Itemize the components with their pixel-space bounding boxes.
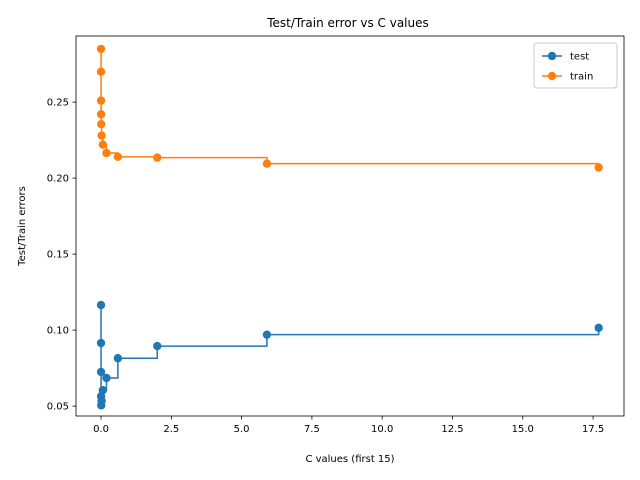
x-tick-label: 5.0 xyxy=(234,424,250,435)
legend: test train xyxy=(533,42,618,89)
x-tick-label: 15.0 xyxy=(512,424,534,435)
legend-label: test xyxy=(570,52,589,63)
data-point-train xyxy=(96,96,106,105)
data-point-train xyxy=(594,163,603,172)
data-point-test xyxy=(96,300,106,310)
data-point-train xyxy=(96,44,106,54)
series-line-train xyxy=(100,48,600,168)
y-axis-label: Test/Train errors xyxy=(17,186,28,267)
legend-marker xyxy=(547,71,557,81)
data-point-test xyxy=(96,367,106,377)
chart-title: Test/Train error vs C values xyxy=(266,16,429,30)
y-axis: 0.05 0.10 0.15 0.20 0.25 xyxy=(47,98,76,413)
data-point-train xyxy=(96,110,106,119)
x-axis: 0.0 2.5 5.0 7.5 10.0 12.5 15.0 17.5 xyxy=(93,416,604,435)
legend-marker xyxy=(547,51,557,61)
data-point-train xyxy=(98,140,108,149)
data-point-train xyxy=(153,153,162,162)
data-point-test xyxy=(102,373,111,383)
data-point-test xyxy=(113,354,123,363)
x-tick-label: 2.5 xyxy=(163,424,179,435)
data-point-test xyxy=(97,396,106,405)
legend-item-train: train xyxy=(542,72,593,83)
x-axis-label: C values (first 15) xyxy=(305,454,394,465)
data-point-test xyxy=(262,330,272,339)
data-point-test xyxy=(594,323,603,333)
series-line-test xyxy=(100,304,600,407)
data-point-train xyxy=(97,131,106,140)
data-point-test xyxy=(98,385,108,395)
data-point-train xyxy=(96,67,106,76)
plot-frame xyxy=(75,35,625,417)
legend-item-test: test xyxy=(542,52,589,63)
data-point-train xyxy=(262,159,272,168)
data-point-train xyxy=(113,152,123,162)
data-point-train xyxy=(97,119,106,129)
y-tick-label: 0.15 xyxy=(47,250,69,261)
x-tick-label: 17.5 xyxy=(582,424,604,435)
data-point-test xyxy=(96,338,106,348)
data-point-train xyxy=(102,148,111,158)
plot-area xyxy=(96,44,603,410)
x-tick-label: 0.0 xyxy=(93,424,109,435)
series-test xyxy=(96,300,603,410)
y-tick-label: 0.20 xyxy=(47,174,69,185)
x-tick-label: 10.0 xyxy=(371,424,393,435)
x-tick-label: 7.5 xyxy=(304,424,320,435)
y-tick-label: 0.25 xyxy=(47,98,69,109)
y-tick-label: 0.10 xyxy=(47,326,69,337)
x-tick-label: 12.5 xyxy=(441,424,463,435)
data-point-test xyxy=(153,341,162,351)
legend-label: train xyxy=(570,72,593,83)
y-tick-label: 0.05 xyxy=(47,402,69,413)
series-train xyxy=(96,44,603,172)
